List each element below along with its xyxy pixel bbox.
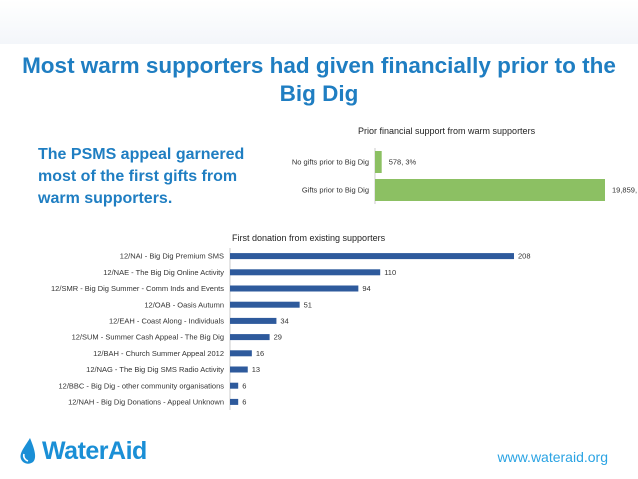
chart-first-donation-title: First donation from existing supporters [232,233,386,243]
prior-support-data-label: 578, 3% [389,158,417,167]
first-donation-bar [230,366,248,373]
first-donation-bar [230,398,239,405]
wateraid-logo: WaterAid [16,436,147,466]
first-donation-bar [230,269,381,276]
first-donation-bar [230,317,277,324]
logo-text: WaterAid [42,436,147,465]
first-donation-bar [230,301,300,308]
first-donation-data-label: 34 [280,317,288,326]
slide-title: Most warm supporters had given financial… [22,53,616,106]
first-donation-data-label: 29 [274,333,282,342]
first-donation-category-label: 12/NAG - The Big Dig SMS Radio Activity [86,365,224,374]
side-note: The PSMS appeal garnered most of the fir… [38,146,245,207]
first-donation-bar [230,350,252,357]
prior-support-bar [375,179,605,201]
chart-prior-support-title: Prior financial support from warm suppor… [358,126,536,136]
first-donation-data-label: 6 [242,398,246,407]
prior-support-category-label: Gifts prior to Big Dig [302,186,369,195]
first-donation-data-label: 110 [384,268,396,277]
water-drop-icon [20,438,36,464]
first-donation-category-label: 12/OAB - Oasis Autumn [144,300,224,309]
first-donation-bar [230,334,270,341]
first-donation-bar [230,253,514,260]
first-donation-data-label: 16 [256,349,264,358]
first-donation-category-label: 12/NAE - The Big Dig Online Activity [103,268,224,277]
first-donation-category-label: 12/NAI - Big Dig Premium SMS [120,252,224,261]
header-band [0,0,638,44]
first-donation-data-label: 208 [518,252,531,261]
first-donation-category-label: 12/EAH - Coast Along - Individuals [109,317,224,326]
first-donation-data-label: 13 [252,365,260,374]
first-donation-bar [230,285,359,292]
first-donation-category-label: 12/SMR - Big Dig Summer - Comm Inds and … [51,284,224,293]
prior-support-category-label: No gifts prior to Big Dig [292,158,369,167]
prior-support-bar [375,151,382,173]
first-donation-bar [230,382,239,389]
first-donation-data-label: 51 [304,300,312,309]
first-donation-category-label: 12/NAH - Big Dig Donations - Appeal Unkn… [68,398,224,407]
first-donation-category-label: 12/BAH - Church Summer Appeal 2012 [93,349,224,358]
prior-support-data-label: 19,859, 97% [612,186,638,195]
first-donation-category-label: 12/SUM - Summer Cash Appeal - The Big Di… [72,333,224,342]
first-donation-data-label: 6 [242,381,246,390]
first-donation-category-label: 12/BBC - Big Dig - other community organ… [59,381,225,390]
first-donation-data-label: 94 [362,284,370,293]
website-url: www.wateraid.org [497,449,609,465]
